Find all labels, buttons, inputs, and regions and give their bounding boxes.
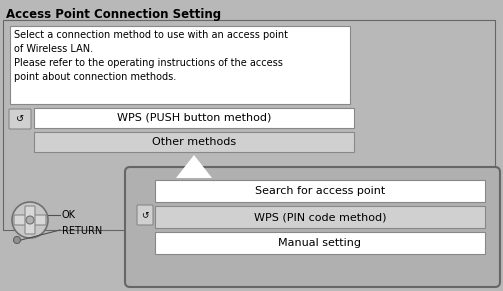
FancyBboxPatch shape <box>9 109 31 129</box>
FancyBboxPatch shape <box>10 26 350 104</box>
FancyBboxPatch shape <box>155 232 485 254</box>
Text: WPS (PUSH button method): WPS (PUSH button method) <box>117 113 271 123</box>
FancyBboxPatch shape <box>125 167 500 287</box>
Circle shape <box>26 216 34 224</box>
Text: Access Point Connection Setting: Access Point Connection Setting <box>6 8 221 21</box>
Text: Manual setting: Manual setting <box>279 238 362 248</box>
FancyBboxPatch shape <box>155 206 485 228</box>
FancyBboxPatch shape <box>14 215 46 225</box>
Circle shape <box>12 202 48 238</box>
Text: RETURN: RETURN <box>62 226 102 236</box>
Text: Search for access point: Search for access point <box>255 186 385 196</box>
Text: ↺: ↺ <box>16 114 24 124</box>
Text: OK: OK <box>62 210 76 220</box>
FancyBboxPatch shape <box>34 132 354 152</box>
Text: Other methods: Other methods <box>152 137 236 147</box>
Polygon shape <box>176 155 212 178</box>
Text: Select a connection method to use with an access point
of Wireless LAN.
Please r: Select a connection method to use with a… <box>14 30 288 82</box>
FancyBboxPatch shape <box>25 206 35 234</box>
FancyBboxPatch shape <box>137 205 153 225</box>
Circle shape <box>14 237 21 244</box>
Text: WPS (PIN code method): WPS (PIN code method) <box>254 212 386 222</box>
Text: ↺: ↺ <box>141 210 149 219</box>
FancyBboxPatch shape <box>155 180 485 202</box>
FancyBboxPatch shape <box>3 20 495 230</box>
FancyBboxPatch shape <box>34 108 354 128</box>
